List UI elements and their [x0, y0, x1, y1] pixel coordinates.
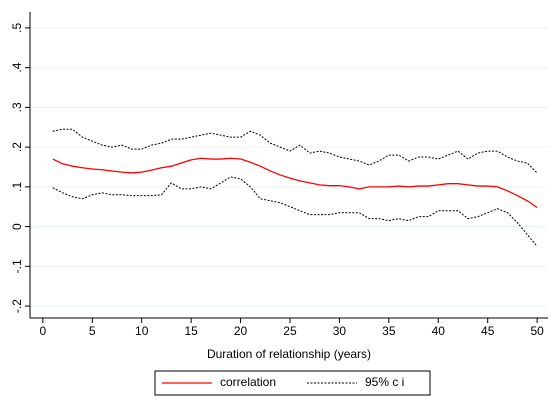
x-tick-label: 35: [382, 324, 396, 338]
legend-label: 95% c i: [365, 375, 404, 389]
legend-label: correlation: [220, 375, 276, 389]
x-tick-label: 40: [432, 324, 446, 338]
x-tick-label: 50: [530, 324, 544, 338]
x-tick-label: 15: [184, 324, 198, 338]
y-tick-label: .4: [10, 62, 24, 72]
series-line: [52, 128, 538, 174]
x-tick-label: 30: [333, 324, 347, 338]
x-axis-label: Duration of relationship (years): [207, 347, 371, 361]
x-tick-label: 10: [135, 324, 149, 338]
y-tick-label: .3: [10, 102, 24, 112]
y-tick-label: .5: [10, 23, 24, 33]
y-tick-label: .1: [10, 182, 24, 192]
series-line: [52, 157, 538, 209]
y-tick-label: -.1: [10, 259, 24, 273]
x-tick-label: 45: [481, 324, 495, 338]
y-tick-label: 0: [10, 223, 24, 230]
x-tick-label: 0: [40, 324, 47, 338]
x-tick-label: 5: [89, 324, 96, 338]
y-tick-label: -.2: [10, 299, 24, 313]
x-tick-label: 25: [283, 324, 297, 338]
series-line: [52, 176, 538, 247]
x-tick-label: 20: [234, 324, 248, 338]
y-tick-label: .2: [10, 142, 24, 152]
